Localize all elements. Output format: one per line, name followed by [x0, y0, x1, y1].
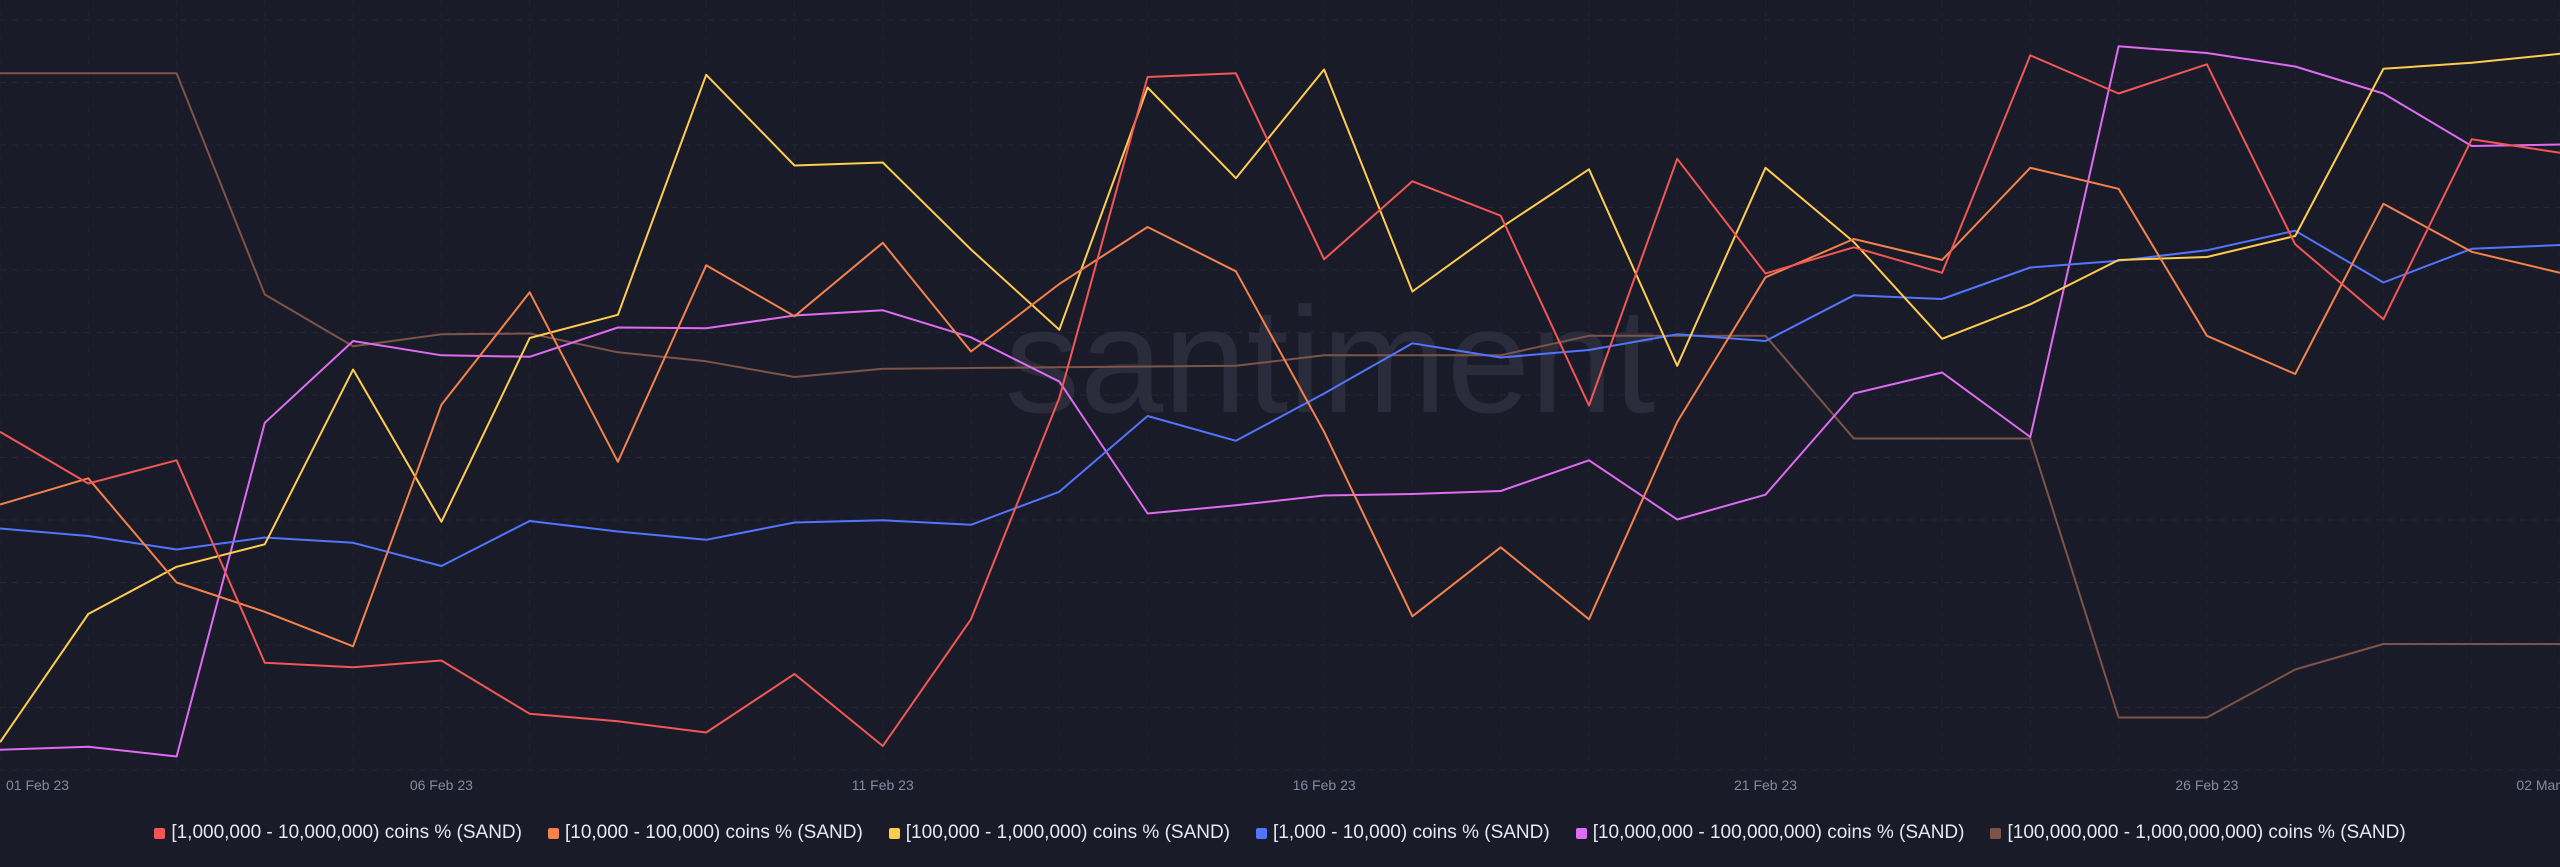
series-lines	[0, 45, 2560, 758]
legend-item-1[interactable]: [1,000,000 - 10,000,000) coins % (SAND)	[154, 822, 522, 844]
legend-label: [100,000,000 - 1,000,000,000) coins % (S…	[2007, 822, 2406, 843]
series-line-5	[0, 45, 2560, 758]
series-line-3	[0, 52, 2560, 743]
x-tick-label: 21 Feb 23	[1734, 777, 1797, 793]
series-line-6	[0, 72, 2560, 719]
legend-label: [100,000 - 1,000,000) coins % (SAND)	[905, 822, 1231, 843]
legend-item-6[interactable]: [100,000,000 - 1,000,000,000) coins % (S…	[1990, 822, 2406, 844]
x-tick-label: 06 Feb 23	[410, 777, 473, 793]
legend-label: [1,000 - 10,000) coins % (SAND)	[1273, 822, 1550, 843]
grid-lines	[0, 0, 2560, 771]
watermark: santiment	[1005, 276, 1655, 444]
legend-item-4[interactable]: [1,000 - 10,000) coins % (SAND)	[1256, 822, 1550, 844]
legend-swatch	[154, 827, 166, 839]
legend-item-3[interactable]: [100,000 - 1,000,000) coins % (SAND)	[888, 822, 1231, 844]
x-tick-label: 16 Feb 23	[1293, 777, 1356, 793]
legend-item-5[interactable]: [10,000,000 - 100,000,000) coins % (SAND…	[1575, 822, 1965, 844]
legend-item-2[interactable]: [10,000 - 100,000) coins % (SAND)	[547, 822, 863, 844]
legend-label: [10,000 - 100,000) coins % (SAND)	[564, 822, 863, 843]
series-line-1	[0, 54, 2560, 747]
legend-label: [10,000,000 - 100,000,000) coins % (SAND…	[1592, 822, 1965, 843]
x-tick-label: 26 Feb 23	[2175, 777, 2238, 793]
x-tick-label: 11 Feb 23	[852, 777, 914, 793]
x-tick-label: 01 Feb 23	[6, 777, 69, 793]
legend: [1,000,000 - 10,000,000) coins % (SAND) […	[0, 818, 2560, 848]
legend-swatch	[1256, 827, 1268, 839]
legend-swatch	[547, 827, 559, 839]
series-line-2	[0, 166, 2560, 648]
x-axis-tick-labels: 01 Feb 23 06 Feb 23 11 Feb 23 16 Feb 23 21 F…	[6, 777, 2560, 793]
legend-swatch	[1575, 827, 1587, 839]
legend-swatch	[1990, 827, 2002, 839]
legend-swatch	[888, 827, 900, 839]
legend-label: [1,000,000 - 10,000,000) coins % (SAND)	[171, 822, 522, 843]
x-tick-label: 02 Mar	[2516, 777, 2560, 793]
